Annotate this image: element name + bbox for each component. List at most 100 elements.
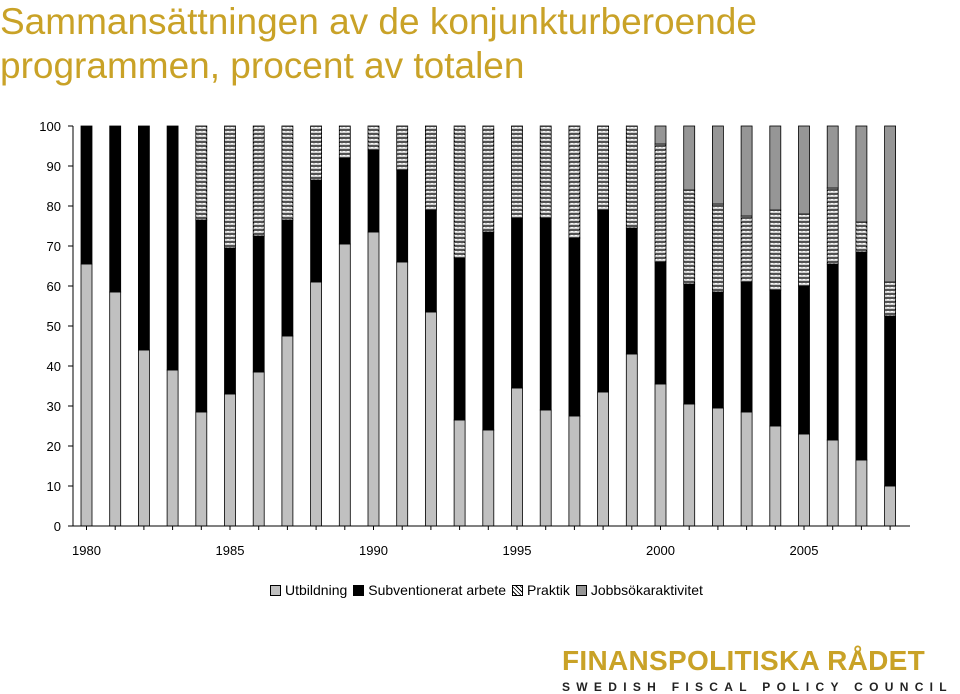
bar-segment-praktik-1991 [396, 125, 409, 171]
bar-segment-utbildning-2001 [683, 403, 696, 527]
bar-segment-subventionerat-arbete-1991 [396, 169, 409, 263]
bar-segment-praktik-1993 [453, 125, 466, 259]
bar-segment-jobbs-karaktivitet-2000 [654, 125, 667, 145]
bar-segment-utbildning-2003 [740, 411, 753, 527]
bar-segment-subventionerat-arbete-1983 [166, 125, 179, 371]
bar-segment-utbildning-1997 [568, 415, 581, 527]
bar-segment-utbildning-1992 [424, 311, 437, 527]
legend-label-praktik: Praktik [527, 582, 570, 598]
bar-segment-utbildning-2008 [884, 485, 896, 527]
legend-swatch-praktik [512, 584, 524, 596]
bar-segment-praktik-1997 [568, 125, 581, 239]
y-tick-label-10: 10 [47, 479, 61, 494]
bar-segment-utbildning-1993 [453, 419, 466, 527]
bar-segment-subventionerat-arbete-2005 [798, 285, 810, 435]
bar-segment-utbildning-1982 [137, 349, 150, 527]
bar-segment-utbildning-2002 [712, 407, 724, 527]
bar-segment-praktik-2003 [740, 215, 753, 283]
bar-segment-praktik-1994 [482, 125, 495, 233]
y-tick-label-100: 100 [39, 119, 61, 134]
y-tick-label-70: 70 [47, 239, 61, 254]
y-tick-label-20: 20 [47, 439, 61, 454]
bar-segment-praktik-1986 [252, 125, 265, 237]
bar-segment-praktik-1987 [281, 125, 294, 221]
bar-segment-subventionerat-arbete-2001 [683, 283, 696, 405]
bar-segment-praktik-2008 [884, 281, 896, 317]
bar-segment-praktik-2007 [855, 221, 868, 253]
bar-segment-subventionerat-arbete-1980 [80, 125, 93, 265]
bar-segment-subventionerat-arbete-1993 [453, 257, 466, 421]
y-tick-label-90: 90 [47, 159, 61, 174]
bar-segment-praktik-1984 [195, 125, 208, 221]
bar-segment-subventionerat-arbete-1988 [310, 179, 323, 283]
bar-segment-subventionerat-arbete-1992 [424, 209, 437, 313]
chart-title-line-2: programmen, procent av totalen [0, 45, 525, 86]
bar-segment-subventionerat-arbete-2002 [712, 291, 724, 409]
bar-segment-subventionerat-arbete-1997 [568, 237, 581, 417]
bar-segment-jobbs-karaktivitet-2005 [798, 125, 810, 215]
legend-item-utbildning: Utbildning [270, 582, 347, 598]
bar-segment-praktik-1998 [597, 125, 609, 211]
y-tick-label-40: 40 [47, 359, 61, 374]
bar-segment-jobbs-karaktivitet-2001 [683, 125, 696, 191]
axes-group: 0 10 20 30 40 50 60 70 80 90 100 1980 1985 1990 1995 20… [39, 119, 910, 558]
bar-segment-jobbs-karaktivitet-2007 [855, 125, 868, 223]
bar-segment-subventionerat-arbete-1981 [109, 125, 122, 293]
bar-segment-utbildning-2005 [798, 433, 810, 527]
bar-segment-subventionerat-arbete-1995 [511, 217, 523, 389]
bar-segment-subventionerat-arbete-1990 [367, 149, 380, 233]
x-tick-label-1990: 1990 [359, 543, 388, 558]
bar-segment-subventionerat-arbete-2000 [654, 261, 667, 385]
bar-segment-subventionerat-arbete-1994 [482, 231, 495, 431]
bar-segment-praktik-1992 [424, 125, 437, 211]
y-tick-label-50: 50 [47, 319, 61, 334]
bar-segment-subventionerat-arbete-1987 [281, 219, 294, 337]
bar-segment-subventionerat-arbete-1998 [597, 209, 609, 393]
bar-segment-utbildning-1991 [396, 261, 409, 527]
bar-segment-utbildning-1990 [367, 231, 380, 527]
bar-segment-praktik-1990 [367, 125, 380, 151]
bar-segment-praktik-2004 [769, 209, 782, 291]
bar-segment-subventionerat-arbete-1986 [252, 235, 265, 373]
bar-segment-subventionerat-arbete-1999 [625, 227, 638, 355]
legend-item-jobbsokaraktivitet: Jobbsökaraktivitet [575, 582, 703, 598]
bar-segment-utbildning-1986 [252, 371, 265, 527]
bar-segment-jobbs-karaktivitet-2003 [740, 125, 753, 217]
bar-segment-praktik-1989 [338, 125, 351, 159]
logo-sub-text: SWEDISH FISCAL POLICY COUNCIL [562, 680, 953, 694]
bar-segment-subventionerat-arbete-2004 [769, 289, 782, 427]
bar-segment-utbildning-2004 [769, 425, 782, 527]
bar-segment-utbildning-1987 [281, 335, 294, 527]
x-tick-label-1995: 1995 [503, 543, 532, 558]
logo: FINANSPOLITISKA RÅDET SWEDISH FISCAL POL… [562, 646, 958, 694]
bar-segment-subventionerat-arbete-1996 [539, 217, 552, 411]
legend-swatch-utbildning [270, 584, 281, 596]
bar-segment-praktik-2006 [826, 187, 839, 265]
bar-segment-jobbs-karaktivitet-2004 [769, 125, 782, 211]
legend-item-subventionerat-arbete: Subventionerat arbete [353, 582, 506, 598]
bar-segment-praktik-2000 [654, 143, 667, 263]
bar-segment-subventionerat-arbete-1989 [338, 157, 351, 245]
bar-segment-praktik-2002 [712, 203, 724, 293]
x-tick-label-2005: 2005 [790, 543, 819, 558]
x-tick-label-1980: 1980 [72, 543, 101, 558]
legend-item-praktik: Praktik [512, 582, 570, 598]
bar-segment-praktik-1996 [539, 125, 552, 219]
y-tick-label-80: 80 [47, 199, 61, 214]
bars-group [80, 125, 896, 527]
bar-segment-utbildning-1984 [195, 411, 208, 527]
bar-segment-subventionerat-arbete-1985 [224, 247, 236, 395]
logo-main-text: FINANSPOLITISKA RÅDET [562, 645, 926, 676]
bar-segment-praktik-2001 [683, 189, 696, 285]
bar-segment-utbildning-1998 [597, 391, 609, 527]
y-tick-label-30: 30 [47, 399, 61, 414]
y-tick-label-0: 0 [54, 519, 61, 534]
bar-segment-utbildning-1989 [338, 243, 351, 527]
bar-segment-utbildning-1985 [224, 393, 236, 527]
bar-segment-subventionerat-arbete-2006 [826, 263, 839, 441]
bar-segment-jobbs-karaktivitet-2008 [884, 125, 896, 283]
bar-segment-jobbs-karaktivitet-2002 [712, 125, 724, 205]
bar-segment-utbildning-1980 [80, 263, 93, 527]
bar-segment-praktik-1995 [511, 125, 523, 219]
x-tick-label-1985: 1985 [216, 543, 245, 558]
